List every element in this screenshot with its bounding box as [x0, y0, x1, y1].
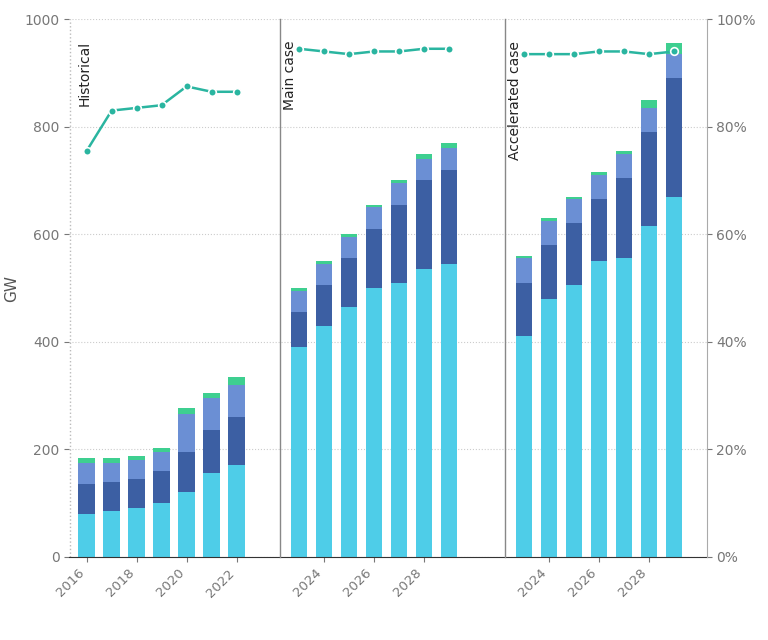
Text: Accelerated case: Accelerated case: [508, 41, 522, 159]
Bar: [616, 178, 632, 259]
Bar: [316, 264, 333, 285]
Bar: [316, 261, 333, 264]
Bar: [178, 414, 195, 452]
Bar: [641, 132, 657, 226]
Bar: [416, 154, 432, 159]
Bar: [616, 151, 632, 154]
Bar: [291, 312, 307, 347]
Bar: [291, 291, 307, 312]
Bar: [204, 398, 220, 431]
Bar: [666, 196, 682, 557]
Bar: [591, 172, 607, 175]
Bar: [516, 283, 532, 337]
Bar: [154, 447, 170, 452]
Bar: [566, 199, 582, 223]
Bar: [441, 170, 457, 264]
Bar: [78, 484, 94, 514]
Bar: [78, 514, 94, 557]
Bar: [666, 78, 682, 196]
Bar: [229, 465, 245, 557]
Bar: [229, 417, 245, 465]
Bar: [391, 283, 407, 557]
Bar: [104, 481, 120, 511]
Bar: [128, 479, 144, 508]
Bar: [641, 226, 657, 557]
Bar: [128, 508, 144, 557]
Bar: [666, 44, 682, 54]
Bar: [616, 154, 632, 178]
Bar: [291, 288, 307, 291]
Bar: [391, 205, 407, 283]
Bar: [666, 54, 682, 78]
Bar: [178, 452, 195, 492]
Bar: [366, 207, 382, 229]
Bar: [441, 264, 457, 557]
Bar: [178, 408, 195, 414]
Bar: [591, 175, 607, 199]
Bar: [541, 221, 558, 245]
Y-axis label: GW: GW: [4, 275, 18, 301]
Bar: [416, 159, 432, 180]
Bar: [104, 463, 120, 481]
Bar: [366, 288, 382, 557]
Bar: [341, 234, 357, 237]
Bar: [204, 431, 220, 474]
Bar: [154, 452, 170, 471]
Bar: [566, 223, 582, 285]
Bar: [591, 261, 607, 557]
Bar: [541, 245, 558, 299]
Bar: [154, 471, 170, 503]
Bar: [78, 463, 94, 484]
Bar: [516, 259, 532, 283]
Bar: [128, 460, 144, 479]
Bar: [366, 205, 382, 207]
Bar: [391, 183, 407, 205]
Bar: [204, 474, 220, 557]
Text: Main case: Main case: [283, 41, 297, 110]
Bar: [178, 492, 195, 557]
Bar: [516, 337, 532, 557]
Bar: [616, 259, 632, 557]
Bar: [316, 285, 333, 326]
Bar: [591, 199, 607, 261]
Bar: [78, 458, 94, 463]
Bar: [641, 108, 657, 132]
Bar: [291, 347, 307, 557]
Bar: [441, 148, 457, 170]
Bar: [341, 237, 357, 259]
Bar: [366, 229, 382, 288]
Bar: [104, 511, 120, 557]
Bar: [229, 377, 245, 385]
Bar: [566, 196, 582, 199]
Bar: [541, 299, 558, 557]
Bar: [416, 180, 432, 269]
Bar: [441, 143, 457, 148]
Bar: [204, 393, 220, 398]
Bar: [391, 180, 407, 183]
Bar: [128, 456, 144, 460]
Bar: [316, 326, 333, 557]
Bar: [341, 307, 357, 557]
Bar: [416, 269, 432, 557]
Bar: [641, 100, 657, 108]
Bar: [154, 503, 170, 557]
Bar: [516, 256, 532, 259]
Bar: [541, 218, 558, 221]
Bar: [566, 285, 582, 557]
Bar: [229, 385, 245, 417]
Bar: [104, 458, 120, 463]
Text: Historical: Historical: [78, 41, 92, 106]
Bar: [341, 259, 357, 307]
